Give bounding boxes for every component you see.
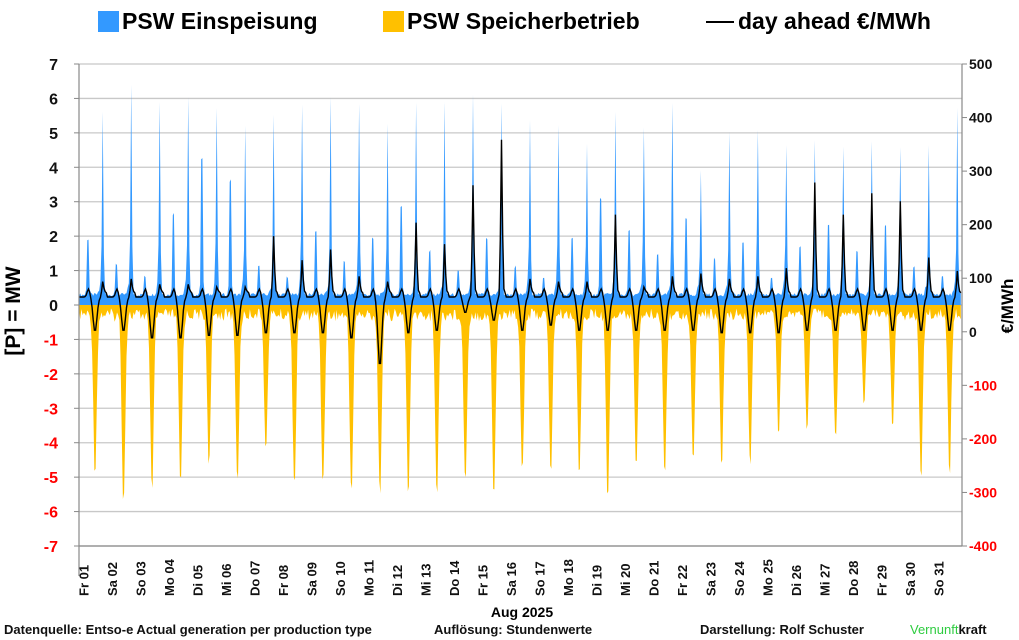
y2-tick-label: -200 xyxy=(969,431,997,447)
footer-author: Darstellung: Rolf Schuster xyxy=(700,622,864,637)
x-tick-label: Fr 29 xyxy=(874,565,889,596)
x-tick-label: Fr 15 xyxy=(476,565,491,596)
legend-label: day ahead €/MWh xyxy=(738,8,931,34)
y2-tick-label: -400 xyxy=(969,538,997,554)
y2-tick-label: -300 xyxy=(969,484,997,500)
x-tick-label: Mo 18 xyxy=(561,559,576,596)
x-tick-label: So 10 xyxy=(333,561,348,596)
x-tick-label: So 17 xyxy=(532,561,547,596)
y-tick-label: 5 xyxy=(49,126,58,143)
x-tick-label: Di 26 xyxy=(789,565,804,596)
x-tick-label: Mi 20 xyxy=(618,563,633,596)
y2-tick-label: 500 xyxy=(969,56,993,72)
x-tick-label: Mo 04 xyxy=(162,558,177,596)
y-tick-label: 7 xyxy=(49,57,58,74)
x-axis-title: Aug 2025 xyxy=(490,604,554,620)
x-tick-label: Do 07 xyxy=(248,561,263,596)
chart-legend: PSW Einspeisung PSW Speicherbetrieb day … xyxy=(0,6,1019,40)
x-tick-label: Do 21 xyxy=(646,561,661,596)
y-axis-ticks: 7 6 5 4 3 2 1 0 -1 -2 -3 -4 -5 -6 -7 xyxy=(44,57,79,556)
x-tick-label: Do 14 xyxy=(447,560,462,596)
y2-axis-ticks: 500 400 300 200 100 0 -100 -200 -300 -400 xyxy=(962,56,997,554)
x-tick-label: Fr 22 xyxy=(675,565,690,596)
axes xyxy=(78,64,963,576)
y-axis-title: [P] = MW xyxy=(2,266,25,356)
x-tick-label: Mi 06 xyxy=(219,563,234,596)
y-tick-label: -5 xyxy=(44,470,58,487)
x-tick-label: So 31 xyxy=(931,561,946,596)
x-tick-label: Di 12 xyxy=(390,565,405,596)
legend-label: PSW Speicherbetrieb xyxy=(407,8,640,34)
x-tick-label: Sa 02 xyxy=(105,562,120,596)
legend-swatch-blue xyxy=(98,11,119,32)
x-axis-ticks: Fr 01 Sa 02 So 03 Mo 04 Di 05 Mi 06 Do 07 Fr 08… xyxy=(77,558,947,596)
y2-tick-label: 300 xyxy=(969,163,993,179)
brand-green: Vernunft xyxy=(910,622,959,637)
line-day-ahead-price xyxy=(79,139,962,365)
x-tick-label: Mi 27 xyxy=(817,563,832,596)
y-tick-label: -1 xyxy=(44,332,58,349)
y-tick-label: -6 xyxy=(44,505,58,522)
y-tick-label: 0 xyxy=(49,298,58,315)
x-tick-label: So 03 xyxy=(134,561,149,596)
x-tick-label: Sa 23 xyxy=(703,562,718,596)
y-tick-label: -4 xyxy=(44,436,58,453)
area-psw-speicherbetrieb xyxy=(79,305,961,499)
x-tick-label: Sa 30 xyxy=(903,562,918,596)
x-tick-label: So 24 xyxy=(732,561,747,596)
y-tick-label: 6 xyxy=(49,91,58,108)
legend-line-black xyxy=(706,20,734,23)
x-tick-label: Sa 09 xyxy=(305,562,320,596)
y-tick-label: -7 xyxy=(44,539,58,556)
y-tick-label: 2 xyxy=(49,229,58,246)
y2-tick-label: 200 xyxy=(969,217,993,233)
footer-resolution: Auflösung: Stundenwerte xyxy=(434,622,593,637)
footer-source: Datenquelle: Entso-e Actual generation p… xyxy=(4,622,372,637)
area-psw-einspeisung xyxy=(79,84,961,306)
y2-tick-label: 100 xyxy=(969,270,993,286)
y-tick-label: 4 xyxy=(49,160,58,177)
y-tick-label: -2 xyxy=(44,367,58,384)
x-tick-label: Fr 01 xyxy=(77,565,92,596)
x-tick-label: Di 19 xyxy=(589,565,604,596)
legend-label: PSW Einspeisung xyxy=(122,8,318,34)
legend-item-speicherbetrieb: PSW Speicherbetrieb xyxy=(383,8,640,35)
footer-brand: Vernunftkraft xyxy=(910,622,987,637)
y2-tick-label: 400 xyxy=(969,110,993,126)
y2-tick-label: -100 xyxy=(969,377,997,393)
legend-swatch-yellow xyxy=(383,11,404,32)
legend-item-einspeisung: PSW Einspeisung xyxy=(98,8,318,35)
x-tick-label: Mi 13 xyxy=(419,563,434,596)
brand-black: kraft xyxy=(958,622,987,637)
x-tick-label: Di 05 xyxy=(191,565,206,596)
y2-tick-label: 0 xyxy=(969,324,977,340)
legend-item-day-ahead: day ahead €/MWh xyxy=(706,8,931,35)
x-tick-label: Mo 25 xyxy=(760,559,775,596)
y-tick-label: 3 xyxy=(49,195,58,212)
price-line-series xyxy=(79,139,962,365)
area-series xyxy=(79,84,961,499)
y-tick-label: -3 xyxy=(44,401,58,418)
y2-axis-title: €/MWh xyxy=(998,278,1017,334)
x-tick-label: Sa 16 xyxy=(504,562,519,596)
x-tick-label: Do 28 xyxy=(846,561,861,596)
x-tick-label: Fr 08 xyxy=(276,565,291,596)
x-tick-label: Mo 11 xyxy=(362,560,377,596)
y-tick-label: 1 xyxy=(49,264,58,281)
